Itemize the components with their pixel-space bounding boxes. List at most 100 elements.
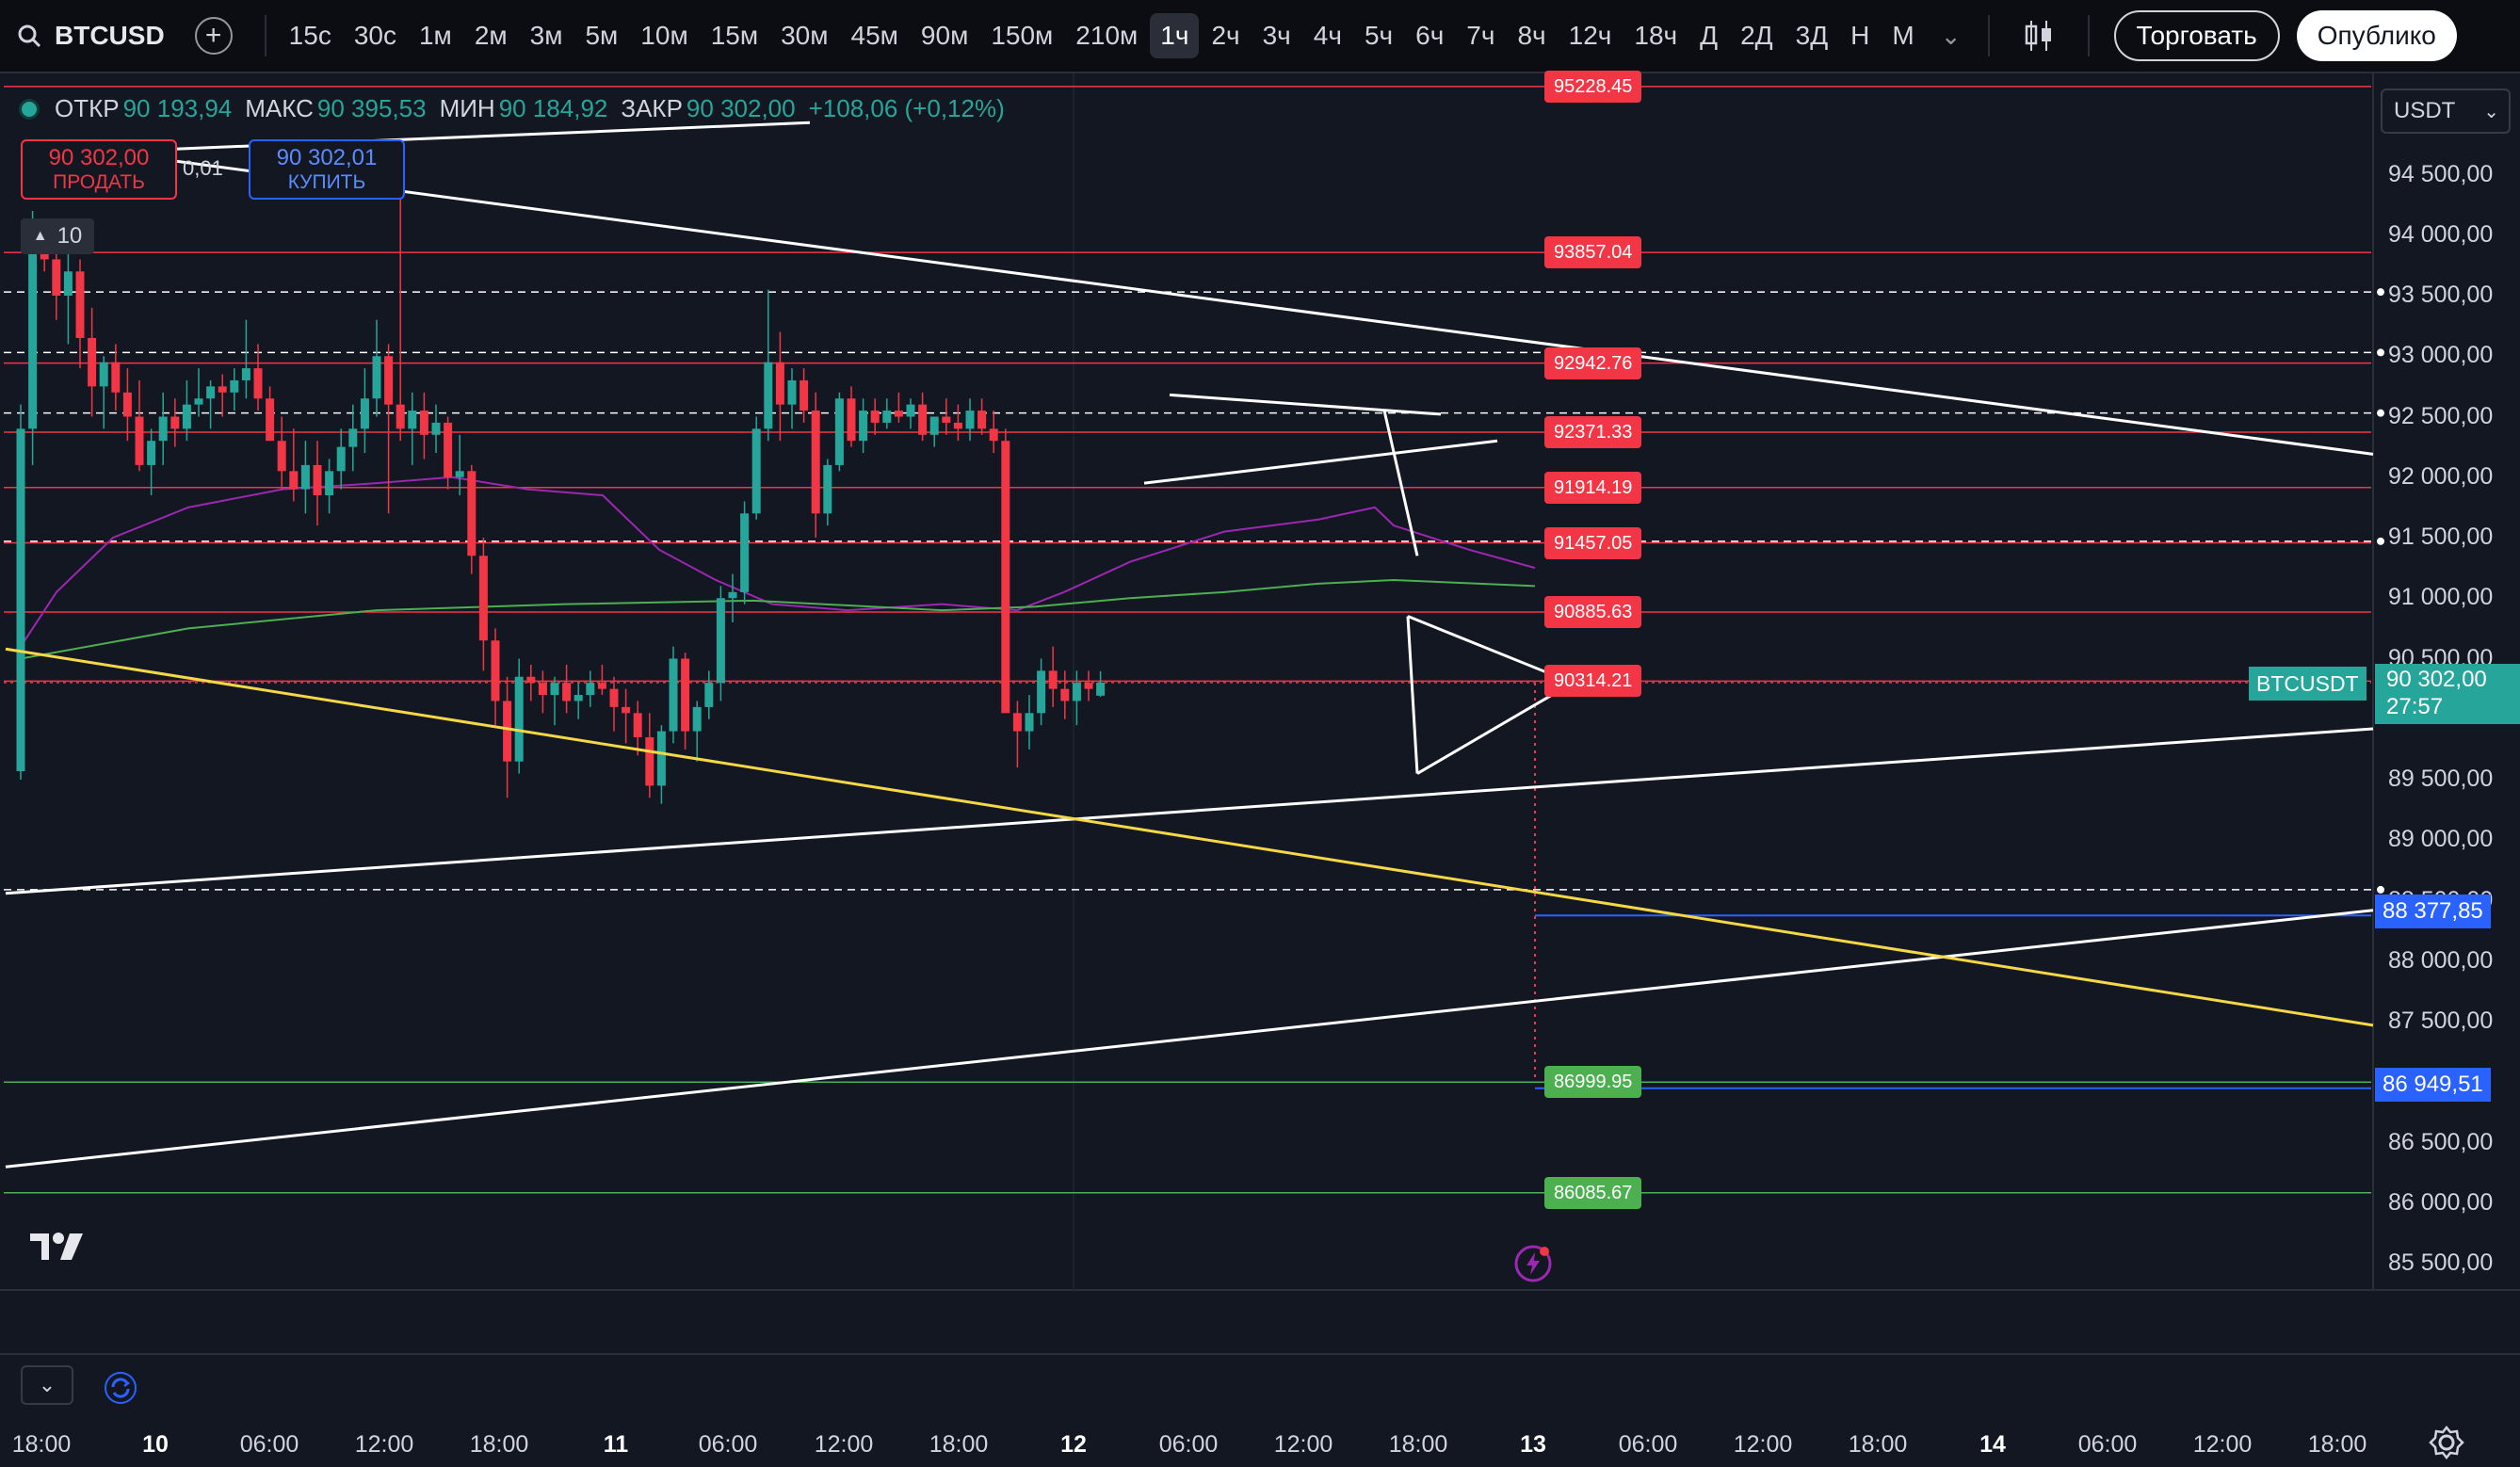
- timeframe-Д[interactable]: Д: [1700, 21, 1719, 50]
- timeframe-list: 15с 30с 1м 2м 3м 5м 10м 15м 30м 45м 90м 150м 210м 1ч 2…: [278, 13, 1926, 58]
- timeframe-30м[interactable]: 30м: [781, 21, 829, 50]
- candle-up: [514, 676, 524, 762]
- candle-up: [147, 441, 156, 465]
- timeframe-1ч[interactable]: 1ч: [1150, 13, 1200, 58]
- timeframe-30с[interactable]: 30с: [353, 21, 396, 50]
- timeframe-6ч[interactable]: 6ч: [1415, 21, 1445, 50]
- symbol-name: BTCUSD: [55, 21, 165, 50]
- wedge-upper: [1169, 393, 1442, 416]
- time-tick: 18:00: [929, 1431, 989, 1458]
- candle-up: [372, 356, 381, 399]
- level-label[interactable]: 95228.45: [1544, 70, 1642, 103]
- toolbar-divider: [2087, 15, 2090, 56]
- candle-down: [1084, 683, 1093, 689]
- timeframe-8ч[interactable]: 8ч: [1517, 21, 1546, 50]
- time-tick: 14: [1979, 1431, 2006, 1458]
- visibility-dot[interactable]: [19, 98, 40, 120]
- trendline-top: [140, 121, 811, 153]
- tradingview-logo[interactable]: [28, 1228, 89, 1265]
- candle-down: [1048, 670, 1058, 689]
- currency-select[interactable]: USDT ⌄: [2381, 89, 2511, 134]
- lots-selector[interactable]: ▲ 10: [21, 218, 94, 254]
- lightning-icon[interactable]: [1512, 1243, 1554, 1284]
- timeframe-2ч[interactable]: 2ч: [1211, 21, 1240, 50]
- timeframe-15м[interactable]: 15м: [710, 21, 759, 50]
- timeframe-12ч[interactable]: 12ч: [1568, 21, 1612, 50]
- horizontal-levels: [4, 86, 2384, 1194]
- candle-up: [573, 695, 583, 701]
- timeframe-2м[interactable]: 2м: [474, 21, 508, 50]
- timeframe-5м[interactable]: 5м: [585, 21, 619, 50]
- level-label[interactable]: 93857.04: [1544, 236, 1642, 269]
- alert-badge[interactable]: 88 377,85: [2375, 895, 2491, 928]
- candle-up: [158, 416, 168, 442]
- candle-up: [669, 658, 678, 732]
- chevron-down-icon[interactable]: ⌄: [1940, 21, 1962, 50]
- chart-area[interactable]: ОТКР 90 193,94 МАКС 90 395,53 МИН 90 184,92…: [0, 73, 2520, 1467]
- timeframe-15с[interactable]: 15с: [288, 21, 331, 50]
- price-tick: 89 000,00: [2388, 826, 2494, 853]
- timeframe-М[interactable]: М: [1892, 21, 1914, 50]
- timeframe-18ч[interactable]: 18ч: [1634, 21, 1678, 50]
- buy-button[interactable]: 90 302,01 КУПИТЬ: [249, 139, 405, 200]
- close-label: ЗАКР: [621, 94, 683, 122]
- chart-canvas[interactable]: [0, 73, 2520, 1467]
- candle-up: [834, 398, 844, 465]
- candle-down: [645, 737, 654, 786]
- toolbar-divider: [1987, 15, 1990, 56]
- trade-button[interactable]: Торговать: [2113, 10, 2280, 61]
- candle-down: [562, 683, 572, 701]
- sync-icon[interactable]: [104, 1371, 137, 1405]
- level-label[interactable]: 92942.76: [1544, 347, 1642, 379]
- alert-badge[interactable]: 86 949,51: [2375, 1068, 2491, 1102]
- candle-down: [444, 422, 453, 477]
- publish-button[interactable]: Опублико: [2296, 10, 2457, 61]
- timeframe-3м[interactable]: 3м: [529, 21, 563, 50]
- sell-price: 90 302,00: [48, 145, 150, 170]
- time-tick: 06:00: [239, 1431, 299, 1458]
- price-tick: 91 500,00: [2388, 524, 2494, 550]
- timeframe-3Д[interactable]: 3Д: [1795, 21, 1829, 50]
- timeframe-210м[interactable]: 210м: [1075, 21, 1139, 50]
- candle-up: [586, 683, 595, 696]
- level-label[interactable]: 86999.95: [1544, 1066, 1642, 1099]
- trendline-support-upper: [5, 727, 2374, 895]
- level-label[interactable]: 90885.63: [1544, 595, 1642, 628]
- timeframe-150м[interactable]: 150м: [991, 21, 1054, 50]
- timeframe-90м[interactable]: 90м: [920, 21, 969, 50]
- sell-button[interactable]: 90 302,00 ПРОДАТЬ: [21, 139, 177, 200]
- collapse-pane-button[interactable]: ⌄: [21, 1365, 73, 1405]
- timeframe-5ч[interactable]: 5ч: [1364, 21, 1394, 50]
- time-tick: 10: [142, 1431, 169, 1458]
- timeframe-2Д[interactable]: 2Д: [1740, 21, 1773, 50]
- level-label[interactable]: 90314.21: [1544, 665, 1642, 698]
- candle-up: [336, 446, 346, 472]
- candle-style-icon[interactable]: [2018, 15, 2060, 56]
- timeframe-45м[interactable]: 45м: [850, 21, 898, 50]
- time-tick: 06:00: [1618, 1431, 1678, 1458]
- level-label[interactable]: 91457.05: [1544, 526, 1642, 559]
- symbol-search[interactable]: BTCUSD: [0, 0, 182, 72]
- candle-up: [692, 706, 702, 732]
- time-tick: 12: [1060, 1431, 1087, 1458]
- add-symbol-icon[interactable]: +: [194, 17, 233, 55]
- currency-value: USDT: [2394, 98, 2456, 123]
- settings-icon[interactable]: [2428, 1424, 2465, 1461]
- candle-down: [622, 706, 631, 714]
- ohlc-legend: ОТКР 90 193,94 МАКС 90 395,53 МИН 90 184,92…: [19, 94, 1018, 123]
- timeframe-3ч[interactable]: 3ч: [1262, 21, 1291, 50]
- level-label[interactable]: 91914.19: [1544, 471, 1642, 504]
- timeframe-7ч[interactable]: 7ч: [1466, 21, 1495, 50]
- candle-up: [550, 683, 559, 696]
- price-tick: 91 000,00: [2388, 584, 2494, 611]
- timeframe-1м[interactable]: 1м: [418, 21, 452, 50]
- timeframe-4ч[interactable]: 4ч: [1313, 21, 1342, 50]
- level-label[interactable]: 92371.33: [1544, 416, 1642, 449]
- candle-down: [847, 398, 856, 442]
- timeframe-Н[interactable]: Н: [1850, 21, 1870, 50]
- price-tick: 86 500,00: [2388, 1128, 2494, 1155]
- time-tick: 12:00: [1273, 1431, 1333, 1458]
- triangle-left: [1406, 616, 1419, 774]
- timeframe-10м[interactable]: 10м: [640, 21, 688, 50]
- level-label[interactable]: 86085.67: [1544, 1176, 1642, 1209]
